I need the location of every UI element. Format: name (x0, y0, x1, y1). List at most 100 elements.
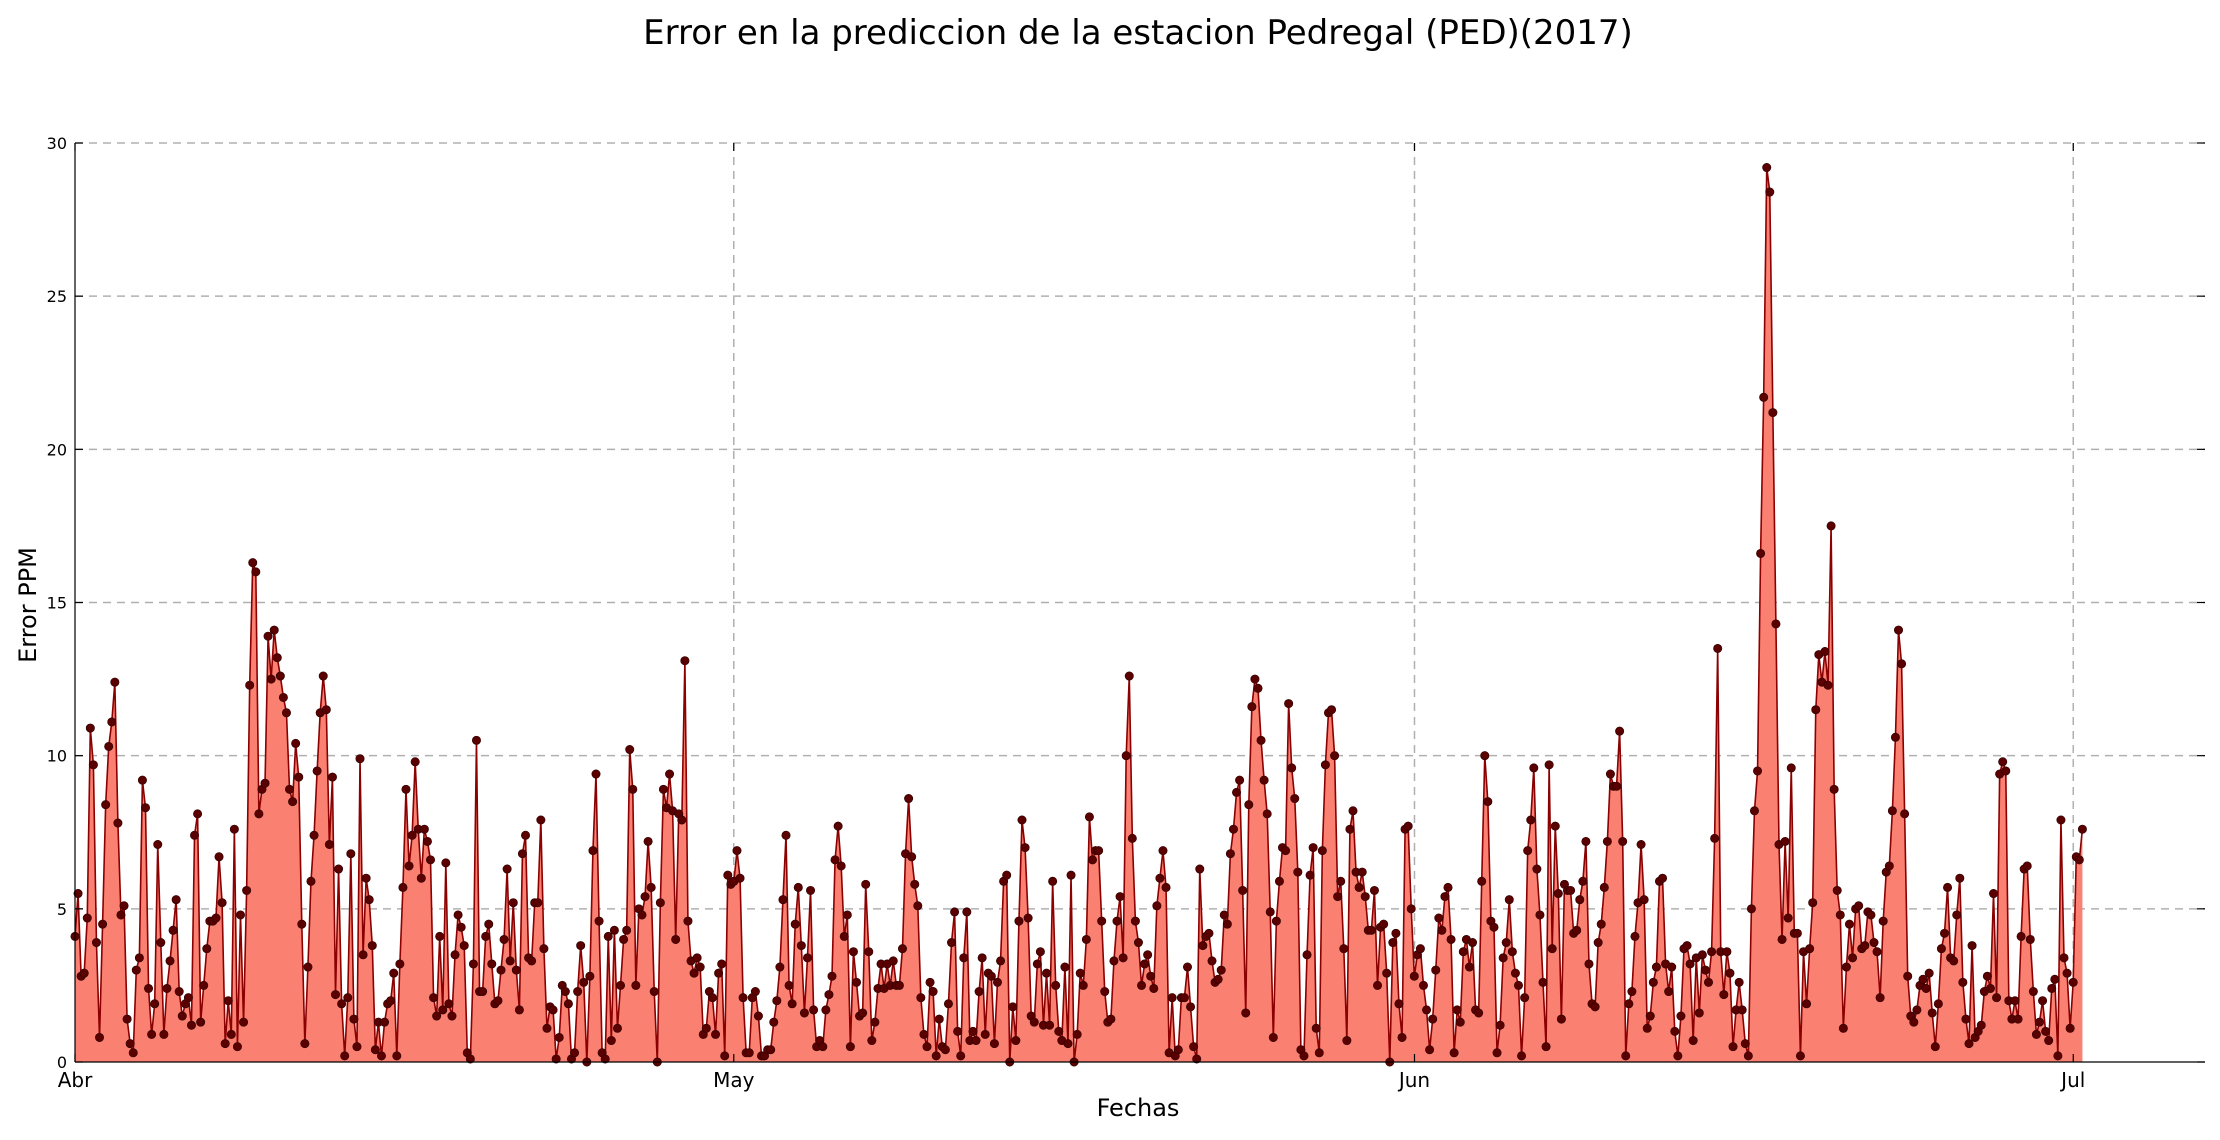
data-point (1808, 898, 1818, 908)
data-point (1415, 944, 1425, 954)
data-point (441, 858, 451, 868)
y-tick-label: 20 (47, 440, 67, 459)
data-point (422, 836, 432, 846)
data-point (1648, 977, 1658, 987)
data-point (1900, 809, 1910, 819)
data-point (527, 956, 537, 966)
data-point (1259, 775, 1269, 785)
data-point (1213, 974, 1223, 984)
data-point (1823, 680, 1833, 690)
data-point (1982, 971, 1992, 981)
data-point (2077, 824, 2087, 834)
data-point (1639, 895, 1649, 905)
data-point (168, 925, 178, 935)
data-point (1912, 1005, 1922, 1015)
data-point (1955, 873, 1965, 883)
data-point (833, 821, 843, 831)
data-point (2047, 983, 2057, 993)
data-points (70, 163, 2087, 1067)
data-point (1581, 836, 1591, 846)
data-point (1097, 916, 1107, 926)
data-point (1425, 1045, 1435, 1055)
data-point (551, 1054, 561, 1064)
data-point (533, 898, 543, 908)
data-point (1489, 922, 1499, 932)
data-point (943, 999, 953, 1009)
data-point (1198, 941, 1208, 951)
data-point (579, 977, 589, 987)
data-point (842, 910, 852, 920)
data-point (122, 1014, 132, 1024)
data-point (140, 803, 150, 813)
data-point (263, 631, 273, 641)
data-point (1075, 968, 1085, 978)
data-point (1768, 408, 1778, 418)
data-point (281, 708, 291, 718)
data-point (1848, 953, 1858, 963)
data-point (665, 769, 675, 779)
data-point (1155, 873, 1165, 883)
data-point (989, 1039, 999, 1049)
data-point (1933, 999, 1943, 1009)
data-point (450, 950, 460, 960)
data-point (407, 830, 417, 840)
data-point (888, 956, 898, 966)
data-point (1743, 1051, 1753, 1061)
x-ticks: Abr May Jun Jul (58, 143, 2085, 1092)
data-point (539, 944, 549, 954)
data-point (1195, 864, 1205, 874)
data-point (1443, 882, 1453, 892)
data-point (125, 1039, 135, 1049)
data-point (1627, 987, 1637, 997)
data-point (542, 1023, 552, 1033)
data-point (245, 680, 255, 690)
data-point (980, 1029, 990, 1039)
data-point (707, 993, 717, 1003)
data-point (1354, 882, 1364, 892)
data-point (107, 717, 117, 727)
data-point (134, 953, 144, 963)
data-point (1719, 990, 1729, 1000)
data-point (692, 953, 702, 963)
data-point (1507, 947, 1517, 957)
data-point (735, 873, 745, 883)
data-point (1658, 873, 1668, 883)
data-point (327, 772, 337, 782)
data-point (162, 983, 172, 993)
data-point (1612, 781, 1622, 791)
data-point (1268, 1032, 1278, 1042)
data-point (974, 987, 984, 997)
data-point (505, 956, 515, 966)
data-point (1060, 962, 1070, 972)
data-point (1455, 1017, 1465, 1027)
data-point (940, 1045, 950, 1055)
data-point (723, 870, 733, 880)
data-point (1645, 1011, 1655, 1021)
data-point (1305, 870, 1315, 880)
data-point (968, 1026, 978, 1036)
data-point (1553, 889, 1563, 899)
data-point (1890, 732, 1900, 742)
data-point (1749, 806, 1759, 816)
y-tick-label: 15 (47, 594, 67, 613)
data-point (364, 895, 374, 905)
data-point (196, 1017, 206, 1027)
data-point (1964, 1039, 1974, 1049)
data-point (1271, 916, 1281, 926)
data-point (1734, 977, 1744, 987)
data-point (1854, 901, 1864, 911)
data-point (824, 990, 834, 1000)
data-point (1391, 928, 1401, 938)
data-point (1930, 1042, 1940, 1052)
data-point (977, 953, 987, 963)
data-point (1314, 1048, 1324, 1058)
data-point (242, 885, 252, 895)
data-point (260, 778, 270, 788)
data-point (852, 977, 862, 987)
data-point (631, 980, 641, 990)
data-point (1676, 1011, 1686, 1021)
data-point (1366, 925, 1376, 935)
data-point (732, 846, 742, 856)
data-point (514, 1005, 524, 1015)
data-point (1158, 846, 1168, 856)
